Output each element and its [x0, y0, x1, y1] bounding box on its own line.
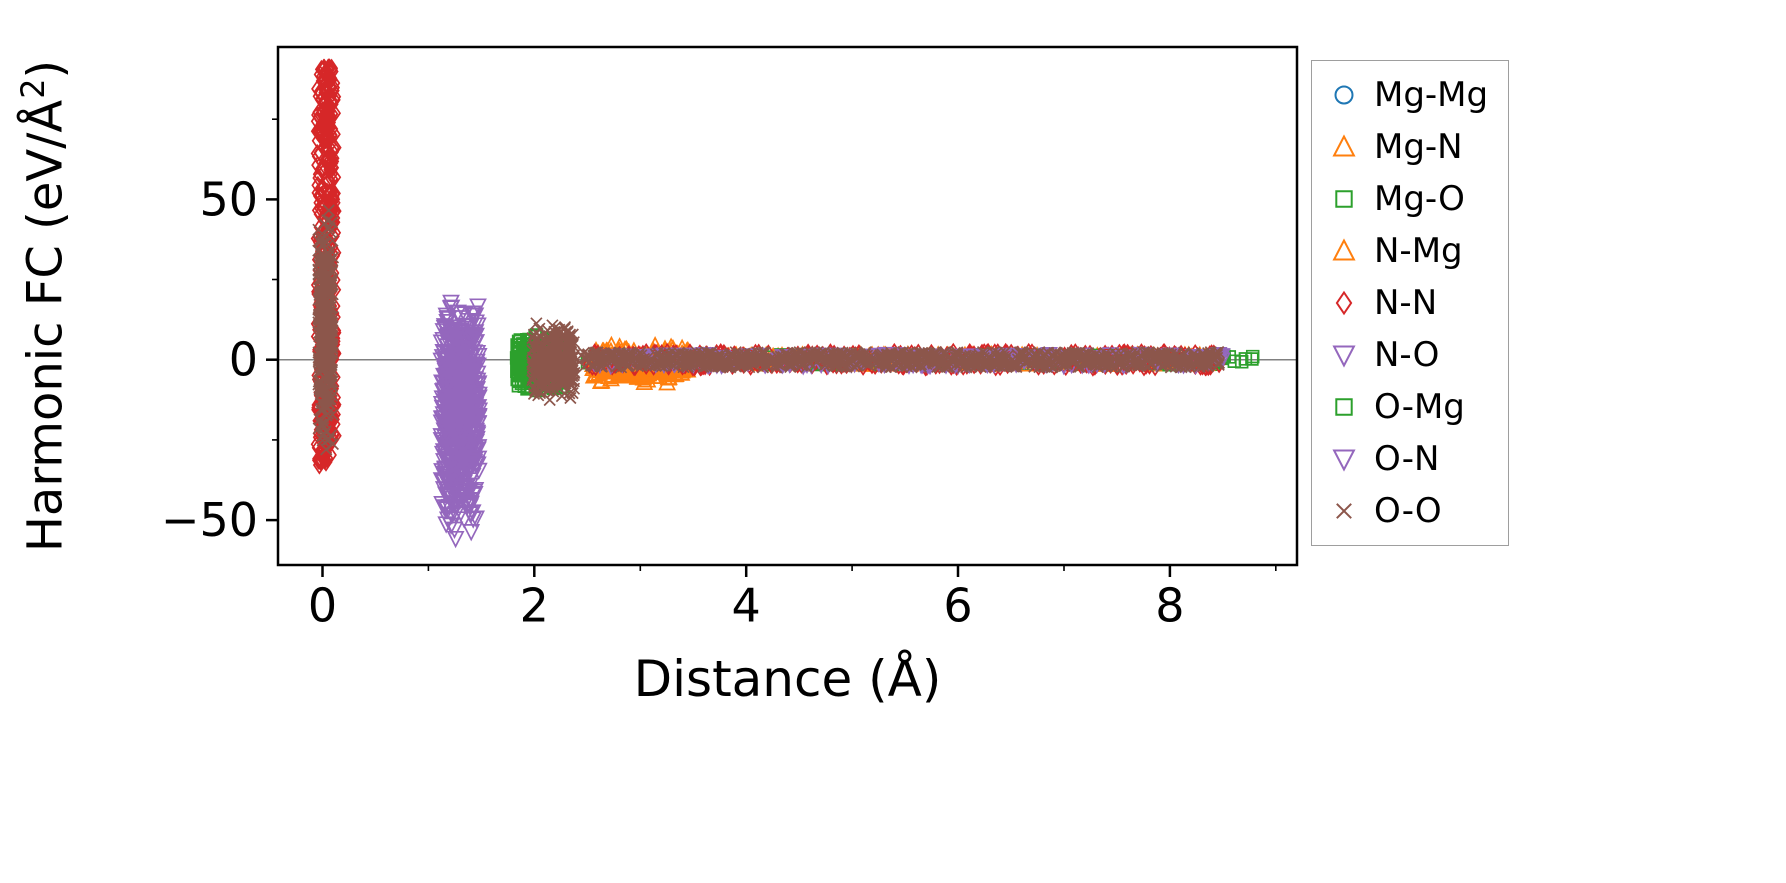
- legend-triangle-up-icon: [1332, 238, 1356, 261]
- axes-frame: [276, 45, 1299, 567]
- triangle-up-glyph: [1332, 134, 1356, 157]
- legend-label: Mg-Mg: [1374, 75, 1489, 115]
- legend-item: Mg-Mg: [1324, 69, 1488, 121]
- legend-label: N-O: [1374, 335, 1440, 375]
- x-glyph: [1336, 503, 1352, 519]
- y-axis-label-close: ): [17, 59, 74, 79]
- x-tick-label: 2: [520, 578, 549, 632]
- legend-triangle-up-icon: [1332, 134, 1356, 157]
- square-glyph: [1335, 190, 1353, 208]
- y-tick-label: −50: [161, 493, 258, 547]
- y-axis-label-text: Harmonic FC (eV/Å: [17, 99, 74, 553]
- legend-item: O-N: [1324, 433, 1488, 485]
- legend-item: N-Mg: [1324, 225, 1488, 277]
- y-tick-label: 50: [199, 172, 258, 226]
- legend-label: N-Mg: [1374, 231, 1463, 271]
- square-glyph: [1335, 398, 1353, 416]
- legend-item: N-N: [1324, 277, 1488, 329]
- legend-item: O-O: [1324, 485, 1488, 537]
- legend-triangle-down-icon: [1332, 345, 1356, 368]
- legend-label: O-Mg: [1374, 387, 1465, 427]
- legend-item: O-Mg: [1324, 381, 1488, 433]
- legend-circle-icon: [1334, 85, 1354, 105]
- legend-square-icon: [1335, 398, 1353, 416]
- x-tick-label: 8: [1155, 578, 1184, 632]
- legend-x-icon: [1336, 503, 1352, 519]
- diamond-glyph: [1335, 290, 1353, 316]
- triangle-down-glyph: [1332, 449, 1356, 472]
- y-axis-label: Harmonic FC (eV/Å2): [4, 24, 73, 588]
- series-O-O-points: [312, 204, 1226, 456]
- legend-label: O-O: [1374, 491, 1442, 531]
- circle-glyph: [1334, 85, 1354, 105]
- legend-label: N-N: [1374, 283, 1438, 323]
- x-tick-label: 6: [943, 578, 972, 632]
- x-tick-label: 0: [308, 578, 337, 632]
- legend-square-icon: [1335, 190, 1353, 208]
- legend: Mg-Mg Mg-N Mg-O N-Mg N-N N-O O-Mg O-N: [1311, 60, 1510, 546]
- triangle-up-glyph: [1332, 238, 1356, 261]
- legend-label: Mg-O: [1374, 179, 1465, 219]
- legend-triangle-down-icon: [1332, 449, 1356, 472]
- x-tick-label: 4: [732, 578, 761, 632]
- legend-diamond-icon: [1335, 290, 1353, 316]
- legend-item: N-O: [1324, 329, 1488, 381]
- legend-label: O-N: [1374, 439, 1440, 479]
- y-tick-label: 0: [229, 333, 258, 387]
- y-axis-label-superscript: 2: [16, 78, 52, 99]
- legend-item: Mg-N: [1324, 121, 1488, 173]
- x-axis-label: Distance (Å): [633, 650, 942, 708]
- legend-item: Mg-O: [1324, 173, 1488, 225]
- series-O-N-points: [434, 299, 486, 535]
- triangle-down-glyph: [1332, 345, 1356, 368]
- legend-label: Mg-N: [1374, 127, 1463, 167]
